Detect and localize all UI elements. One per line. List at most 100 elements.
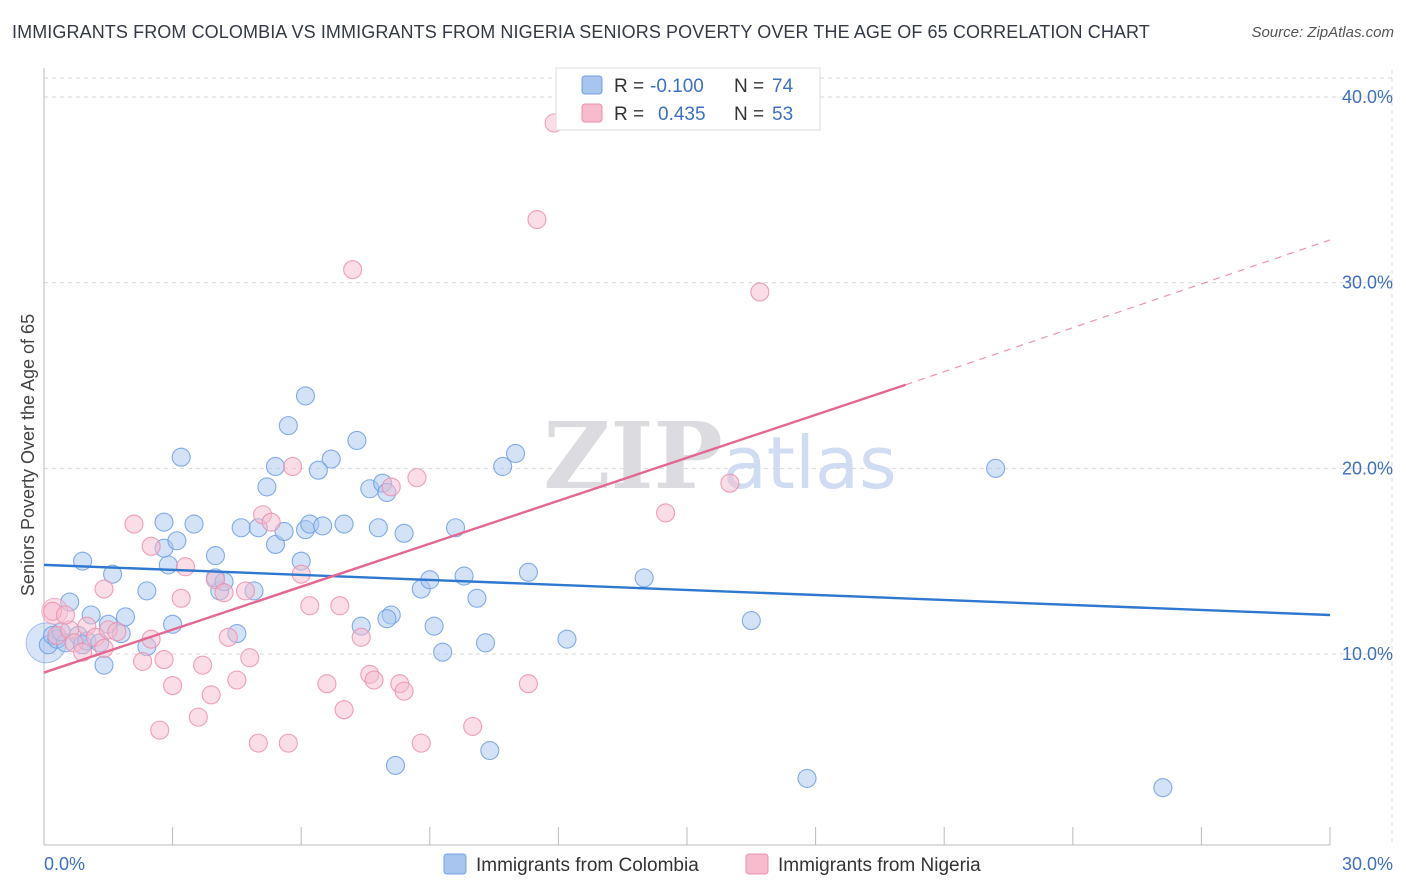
point-nigeria-14: [133, 651, 153, 671]
point-nigeria-20: [175, 557, 196, 577]
bottom-legend-label-colombia: Immigrants from Colombia: [476, 855, 699, 876]
point-nigeria-36: [300, 596, 320, 616]
point-colombia-72: [986, 458, 1006, 478]
legend-n-value-nigeria: 53: [772, 104, 793, 125]
point-colombia-70: [634, 568, 654, 588]
legend-n-label-colombia: N =: [734, 76, 764, 97]
y-tick-label-10: 10.0%: [1342, 644, 1393, 664]
point-nigeria-29: [240, 648, 260, 668]
point-colombia-35: [257, 477, 277, 497]
point-nigeria-55: [750, 282, 770, 302]
point-nigeria-26: [218, 627, 238, 647]
point-nigeria-18: [163, 676, 183, 696]
point-nigeria-53: [656, 503, 676, 523]
point-colombia-16: [94, 655, 114, 675]
point-colombia-62: [467, 588, 487, 608]
point-nigeria-22: [193, 655, 213, 675]
point-colombia-71: [741, 611, 761, 631]
top-legend: R = -0.100 N = 74 R = 0.435 N = 53: [555, 67, 821, 131]
point-colombia-67: [480, 740, 500, 761]
point-nigeria-27: [227, 670, 247, 690]
point-colombia-50: [368, 518, 388, 538]
trend-line-colombia: [43, 563, 1331, 617]
y-tick-label-30: 30.0%: [1342, 273, 1393, 293]
y-tick-labels: 10.0% 20.0% 30.0% 40.0%: [1342, 87, 1393, 664]
point-nigeria-44: [381, 477, 401, 497]
point-colombia-23: [154, 512, 174, 532]
legend-r-label-nigeria: R =: [614, 104, 644, 125]
point-nigeria-10: [94, 579, 114, 599]
point-nigeria-47: [407, 468, 427, 488]
point-nigeria-3: [55, 605, 75, 625]
point-nigeria-48: [411, 733, 431, 753]
legend-r-value-colombia: -0.100: [650, 76, 704, 97]
point-nigeria-40: [343, 260, 363, 280]
bottom-legend: Immigrants from Colombia Immigrants from…: [443, 853, 981, 876]
point-nigeria-19: [171, 588, 191, 608]
point-colombia-60: [445, 518, 466, 538]
legend-r-value-nigeria: 0.435: [658, 104, 706, 125]
point-colombia-37: [278, 416, 298, 436]
y-tick-label-20: 20.0%: [1342, 458, 1393, 478]
point-colombia-64: [493, 456, 513, 477]
point-colombia-20: [158, 555, 178, 575]
point-nigeria-33: [278, 733, 298, 753]
bottom-legend-swatch-colombia: [443, 853, 467, 875]
x-tick-label-min: 0.0%: [44, 854, 85, 874]
point-nigeria-23: [201, 685, 221, 705]
chart-title: IMMIGRANTS FROM COLOMBIA VS IMMIGRANTS F…: [12, 22, 1150, 42]
point-colombia-15: [103, 564, 123, 584]
point-nigeria-46: [394, 681, 414, 701]
point-nigeria-50: [518, 674, 538, 694]
y-axis-title: Seniors Poverty Over the Age of 65: [18, 314, 38, 596]
point-colombia-43: [321, 449, 341, 469]
point-colombia-54: [377, 609, 397, 629]
point-nigeria-13: [141, 536, 161, 556]
point-colombia-66: [518, 562, 538, 582]
point-colombia-32: [231, 518, 251, 538]
legend-swatch-colombia: [581, 75, 603, 95]
point-nigeria-39: [334, 700, 354, 720]
point-nigeria-32: [261, 512, 281, 532]
x-tick-label-max: 30.0%: [1342, 854, 1393, 874]
point-nigeria-28: [235, 581, 256, 601]
point-nigeria-49: [463, 716, 483, 736]
point-nigeria-34: [283, 456, 303, 477]
point-colombia-65: [505, 443, 526, 464]
point-colombia-36: [265, 456, 286, 477]
point-colombia-25: [171, 447, 191, 467]
trend-lines: [43, 239, 1331, 674]
axes: [43, 68, 1331, 846]
watermark: ZIPatlas: [543, 402, 896, 510]
chart-source: Source: ZipAtlas.com: [1251, 24, 1394, 41]
watermark-atlas: atlas: [723, 421, 897, 505]
trend-extension-nigeria: [905, 239, 1331, 386]
point-colombia-47: [347, 430, 367, 451]
point-colombia-18: [137, 581, 157, 601]
point-nigeria-25: [214, 583, 234, 603]
point-colombia-24: [184, 514, 204, 534]
point-nigeria-12: [124, 514, 144, 534]
point-colombia-46: [334, 514, 354, 534]
point-nigeria-16: [150, 720, 170, 740]
point-colombia-14: [115, 607, 135, 627]
point-colombia-55: [394, 523, 414, 543]
point-nigeria-37: [317, 674, 337, 694]
series-nigeria: [41, 113, 770, 753]
x-tick-labels: 0.0% 30.0%: [44, 854, 1393, 874]
point-nigeria-41: [351, 627, 371, 647]
point-nigeria-30: [248, 733, 268, 753]
legend-n-value-colombia: 74: [772, 76, 794, 97]
point-nigeria-51: [527, 209, 547, 230]
point-colombia-58: [424, 616, 444, 636]
point-colombia-44: [308, 460, 328, 480]
point-colombia-63: [475, 633, 496, 653]
point-nigeria-11: [107, 622, 127, 642]
point-nigeria-21: [188, 707, 208, 727]
bottom-legend-label-nigeria: Immigrants from Nigeria: [778, 855, 981, 876]
trend-line-nigeria: [43, 383, 907, 674]
point-colombia-69: [557, 629, 577, 649]
point-nigeria-54: [720, 473, 740, 493]
point-colombia-22: [167, 531, 187, 551]
